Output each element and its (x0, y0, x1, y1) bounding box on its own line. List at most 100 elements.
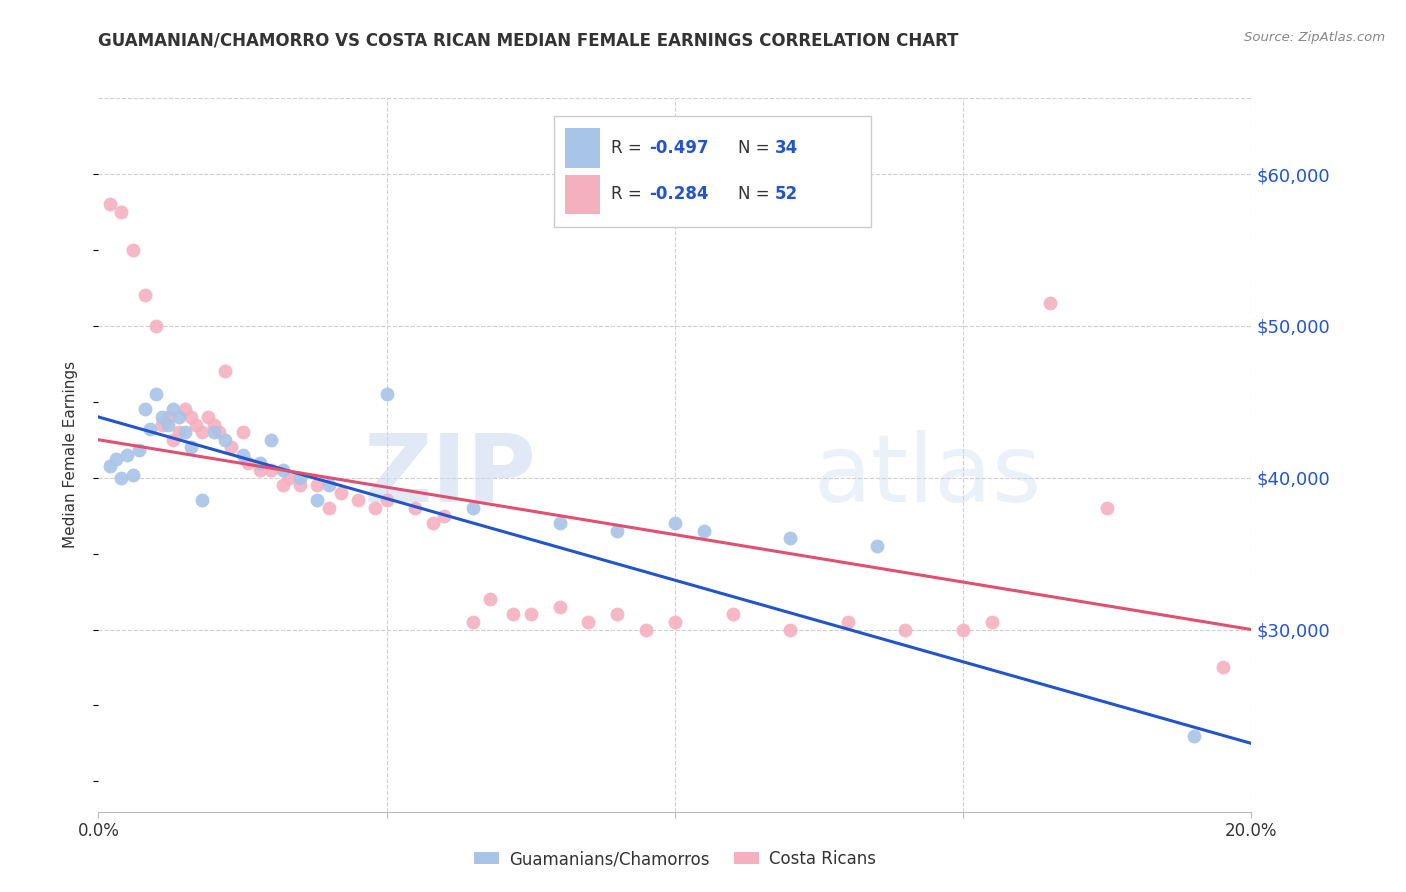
Text: ZIP: ZIP (364, 430, 537, 523)
Point (260, 433, 283, 447)
Point (150, 417, 173, 432)
Text: N =: N = (738, 186, 775, 203)
Point (122, 467, 145, 482)
Point (636, 623, 658, 637)
Point (981, 615, 1004, 629)
Point (167, 425, 190, 439)
Point (606, 607, 628, 622)
Point (150, 409, 173, 424)
Text: GUAMANIAN/CHAMORRO VS COSTA RICAN MEDIAN FEMALE EARNINGS CORRELATION CHART: GUAMANIAN/CHAMORRO VS COSTA RICAN MEDIAN… (98, 31, 959, 49)
Point (145, 318, 167, 333)
Point (837, 615, 859, 629)
Point (461, 501, 484, 516)
Point (779, 532, 801, 546)
Point (290, 478, 312, 492)
Point (1182, 729, 1205, 743)
Point (260, 463, 283, 477)
Point (104, 452, 127, 467)
Point (664, 516, 686, 531)
Point (139, 422, 162, 436)
Point (174, 402, 197, 417)
Point (318, 501, 340, 516)
Point (364, 501, 387, 516)
Point (664, 615, 686, 629)
Point (174, 425, 197, 439)
Text: -0.497: -0.497 (650, 139, 709, 157)
Y-axis label: Median Female Earnings: Median Female Earnings (63, 361, 77, 549)
Point (117, 448, 139, 462)
Point (134, 288, 156, 302)
Point (145, 387, 167, 401)
Point (98, 197, 121, 211)
FancyBboxPatch shape (565, 128, 600, 168)
Point (318, 478, 340, 492)
Point (1212, 660, 1234, 674)
Point (307, 493, 329, 508)
Point (520, 607, 543, 622)
Point (128, 443, 150, 458)
Point (548, 516, 571, 531)
Point (191, 493, 214, 508)
Point (405, 501, 427, 516)
Point (433, 508, 456, 523)
Point (329, 486, 352, 500)
Point (578, 615, 600, 629)
Point (375, 493, 398, 508)
Legend: Guamanians/Chamorros, Costa Ricans: Guamanians/Chamorros, Costa Ricans (467, 844, 883, 875)
Point (180, 440, 202, 454)
Point (290, 471, 312, 485)
Point (271, 463, 294, 477)
Point (307, 478, 329, 492)
Point (122, 243, 145, 257)
Point (110, 471, 132, 485)
Point (162, 402, 184, 417)
Point (693, 524, 716, 538)
Text: 52: 52 (775, 186, 799, 203)
FancyBboxPatch shape (554, 116, 870, 227)
Point (98, 458, 121, 473)
Point (186, 417, 208, 432)
Point (502, 607, 524, 622)
Point (606, 524, 628, 538)
Point (197, 409, 219, 424)
Point (110, 205, 132, 219)
Text: R =: R = (612, 186, 648, 203)
Point (214, 364, 236, 378)
Point (134, 402, 156, 417)
Text: N =: N = (738, 139, 775, 157)
FancyBboxPatch shape (565, 175, 600, 214)
Point (952, 623, 974, 637)
Point (479, 592, 502, 607)
Point (375, 387, 398, 401)
Point (346, 493, 368, 508)
Point (866, 539, 889, 553)
Point (422, 516, 444, 531)
Point (219, 440, 242, 454)
Point (238, 456, 260, 470)
Point (202, 417, 225, 432)
Point (208, 425, 231, 439)
Point (779, 623, 801, 637)
Point (249, 463, 271, 477)
Point (271, 478, 294, 492)
Point (156, 417, 179, 432)
Point (191, 425, 214, 439)
Point (214, 433, 236, 447)
Point (1038, 296, 1062, 310)
Point (202, 425, 225, 439)
Point (180, 409, 202, 424)
Text: R =: R = (612, 139, 648, 157)
Point (231, 425, 254, 439)
Point (894, 623, 917, 637)
Point (231, 448, 254, 462)
Point (461, 615, 484, 629)
Text: 34: 34 (775, 139, 799, 157)
Point (167, 409, 190, 424)
Point (162, 433, 184, 447)
Text: Source: ZipAtlas.com: Source: ZipAtlas.com (1244, 31, 1385, 45)
Point (156, 409, 179, 424)
Point (277, 471, 299, 485)
Point (249, 456, 271, 470)
Text: atlas: atlas (813, 430, 1042, 523)
Text: -0.284: -0.284 (650, 186, 709, 203)
